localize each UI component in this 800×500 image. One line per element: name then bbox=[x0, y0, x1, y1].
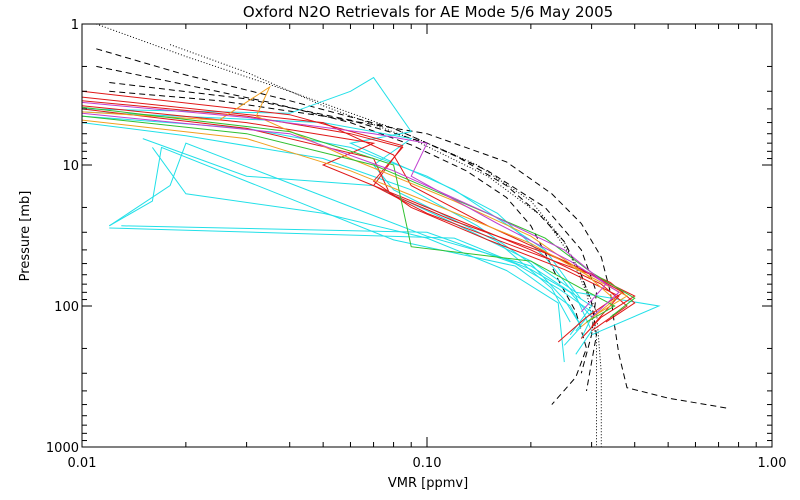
series-line-retrieval-cyan-09 bbox=[81, 111, 571, 323]
tick-layer: 0.01 0.10 1.00 1 10 100 1000 bbox=[46, 18, 787, 471]
y-tick-label: 1 bbox=[71, 18, 79, 33]
series-line-retrieval-cyan-03 bbox=[109, 146, 582, 327]
series-line-retrieval-cyan-06 bbox=[109, 227, 593, 339]
series-line-retrieval-cyan-01 bbox=[81, 115, 593, 355]
y-axis-label: Pressure [mb] bbox=[18, 191, 33, 282]
y-tick-label: 1000 bbox=[46, 441, 79, 456]
series-line-retrieval-cyan-07 bbox=[142, 138, 661, 336]
series-layer bbox=[81, 23, 727, 447]
series-line-retrieval-cyan-02 bbox=[81, 122, 582, 346]
series-line-retrieval-cyan-08 bbox=[81, 76, 582, 300]
series-line-retrieval-red-03 bbox=[81, 105, 628, 332]
chart-title: Oxford N2O Retrievals for AE Mode 5/6 Ma… bbox=[243, 3, 613, 21]
series-line-retrieval-green-02 bbox=[81, 115, 636, 318]
y-tick-label: 10 bbox=[62, 159, 79, 174]
series-line-reference-dotted-2 bbox=[169, 44, 602, 447]
series-line-reference-dashed-1 bbox=[96, 48, 598, 391]
y-tick-label: 100 bbox=[54, 300, 79, 315]
series-line-retrieval-cyan-04 bbox=[109, 142, 593, 336]
x-tick-label: 1.00 bbox=[758, 456, 787, 471]
series-line-retrieval-orange-01 bbox=[81, 85, 616, 327]
series-line-retrieval-green-01 bbox=[81, 106, 616, 323]
series-line-reference-dotted-1 bbox=[96, 23, 597, 447]
series-line-reference-dashed-2 bbox=[96, 65, 588, 405]
series-line-retrieval-red-01 bbox=[81, 100, 620, 327]
x-tick-label: 0.01 bbox=[68, 456, 97, 471]
series-line-reference-dashed-4 bbox=[109, 82, 598, 374]
series-line-retrieval-magenta-02 bbox=[81, 112, 607, 313]
x-tick-label: 0.10 bbox=[413, 456, 442, 471]
series-line-retrieval-cyan-10 bbox=[151, 147, 565, 363]
series-line-retrieval-orange-02 bbox=[81, 119, 629, 318]
x-axis-label: VMR [ppmv] bbox=[388, 476, 468, 491]
series-line-reference-dashed-3 bbox=[109, 90, 727, 409]
